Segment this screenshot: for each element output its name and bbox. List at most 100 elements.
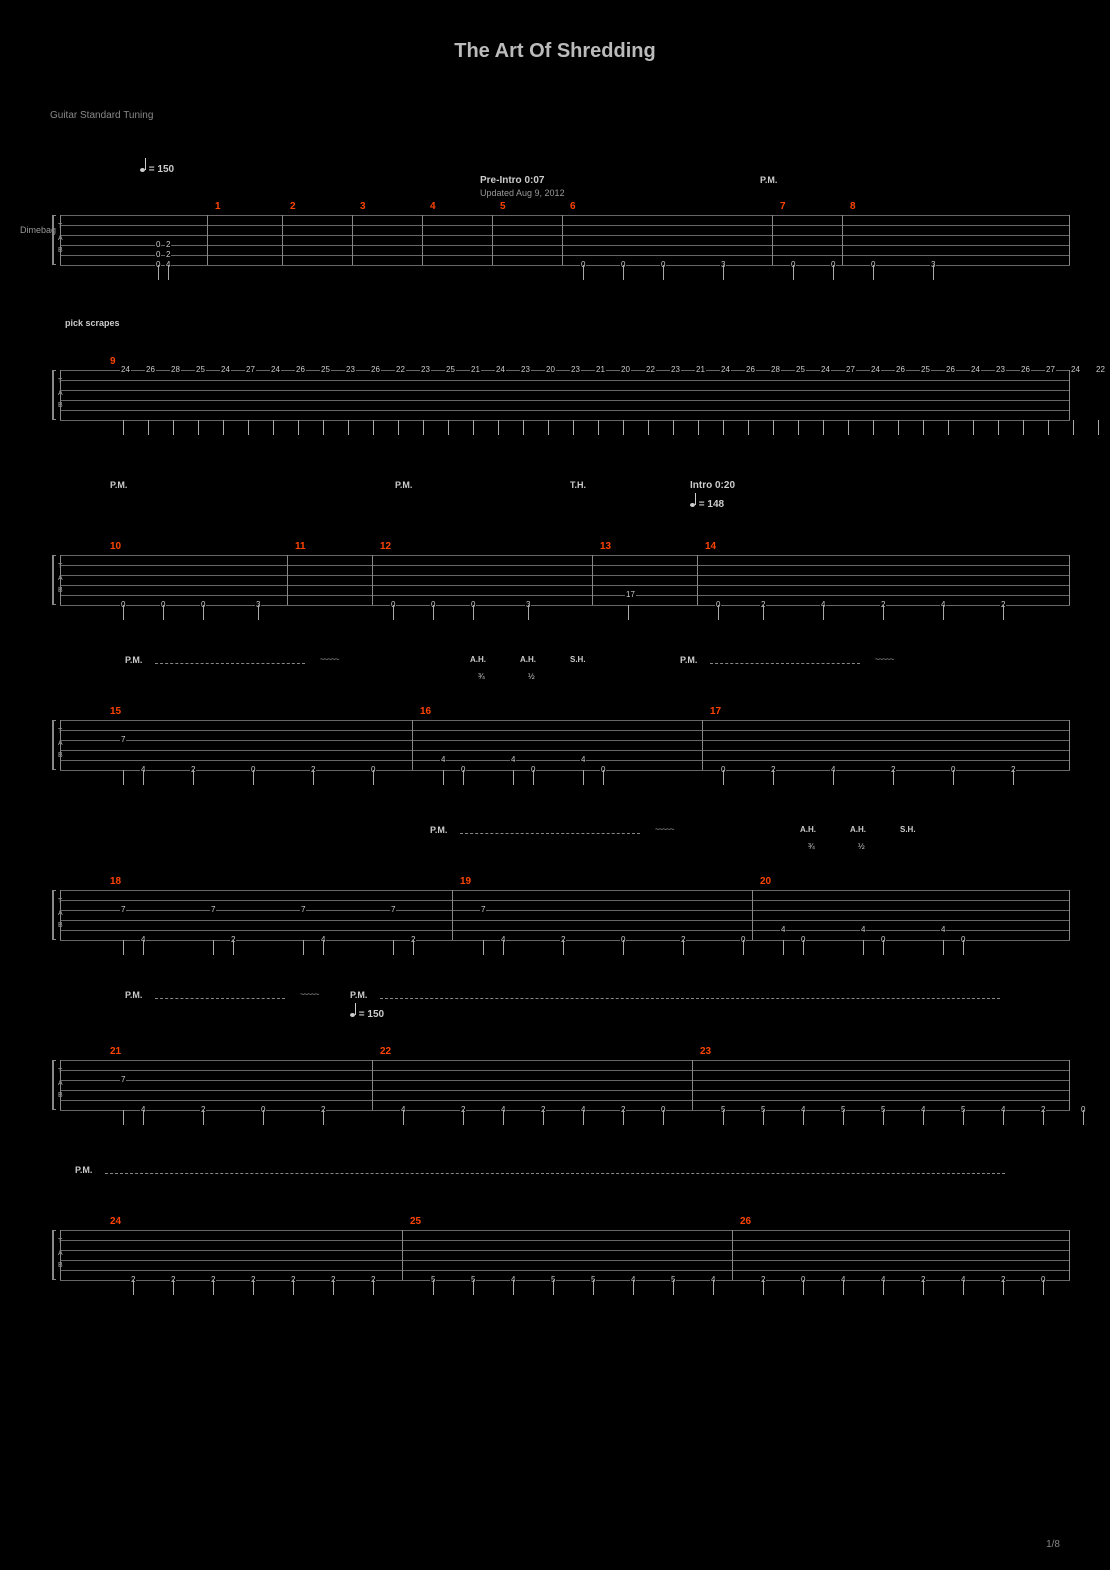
staff-line: [60, 400, 1070, 401]
tab-fret-number: 21: [595, 365, 606, 374]
barline: [1069, 370, 1070, 420]
tab-fret-number: 23: [670, 365, 681, 374]
tab-fret-number: 25: [920, 365, 931, 374]
staff-line: [60, 225, 1070, 226]
note-stem: [803, 940, 804, 955]
note-stem: [713, 1280, 714, 1295]
section-pre-intro: Pre-Intro 0:07: [480, 175, 544, 186]
barline: [1069, 555, 1070, 605]
note-stem: [443, 770, 444, 785]
staff-line: [60, 1080, 1070, 1081]
staff-line: [60, 1270, 1070, 1271]
staff-line: [60, 1240, 1070, 1241]
tab-fret-number: 27: [1045, 365, 1056, 374]
note-stem: [883, 1110, 884, 1125]
bar-number: 10: [110, 541, 121, 552]
note-stem: [943, 605, 944, 620]
staff-line: [60, 265, 1070, 266]
note-stem: [633, 1280, 634, 1295]
note-stem: [783, 940, 784, 955]
note-stem: [263, 1110, 264, 1125]
note-stem: [1003, 1280, 1004, 1295]
staff-line: [60, 1100, 1070, 1101]
staff-line: [60, 410, 1070, 411]
note-stem: [773, 420, 774, 435]
tab-fret-number: 22: [645, 365, 656, 374]
note-stem: [163, 605, 164, 620]
note-stem: [198, 420, 199, 435]
bar-number: 2: [290, 201, 296, 212]
note-stem: [513, 770, 514, 785]
note-stem: [843, 1110, 844, 1125]
note-stem: [1083, 1110, 1084, 1125]
barline: [492, 215, 493, 265]
note-stem: [273, 420, 274, 435]
note-stem: [803, 1280, 804, 1295]
tab-fret-number: 7: [210, 905, 216, 914]
note-stem: [323, 420, 324, 435]
note-stem: [483, 940, 484, 955]
tab-fret-number: 28: [770, 365, 781, 374]
tab-fret-number: 20: [620, 365, 631, 374]
barline: [592, 555, 593, 605]
barline: [697, 555, 698, 605]
pm-label-6: P.M.: [430, 825, 447, 835]
note-stem: [923, 1110, 924, 1125]
staff-line: [60, 740, 1070, 741]
note-stem: [763, 1110, 764, 1125]
bar-number: 23: [700, 1046, 711, 1057]
barline: [1069, 215, 1070, 265]
bar-number: 19: [460, 876, 471, 887]
barline: [702, 720, 703, 770]
staff-line: [60, 1070, 1070, 1071]
staff-line: [60, 215, 1070, 216]
tab-fret-number: 26: [895, 365, 906, 374]
barline: [752, 890, 753, 940]
note-stem: [143, 770, 144, 785]
note-stem: [953, 770, 954, 785]
note-stem: [963, 1110, 964, 1125]
staff-line: [60, 370, 1070, 371]
note-stem: [433, 1280, 434, 1295]
pick-scrapes-label: pick scrapes: [65, 318, 120, 328]
note-stem: [123, 420, 124, 435]
tab-fret-number: 24: [120, 365, 131, 374]
note-stem: [253, 1280, 254, 1295]
note-stem: [448, 420, 449, 435]
barline: [732, 1230, 733, 1280]
note-stem: [863, 940, 864, 955]
bar-number: 14: [705, 541, 716, 552]
tab-fret-number: 20: [545, 365, 556, 374]
tab-fret-number: 4: [860, 925, 866, 934]
note-stem: [833, 770, 834, 785]
tab-fret-number: 24: [720, 365, 731, 374]
tab-fret-number: 7: [480, 905, 486, 914]
note-stem: [1043, 1110, 1044, 1125]
note-stem: [648, 420, 649, 435]
staff-bracket: [52, 555, 56, 605]
note-stem: [393, 605, 394, 620]
barline: [372, 555, 373, 605]
barline: [772, 215, 773, 265]
note-stem: [718, 605, 719, 620]
page-number: 1/8: [1046, 1539, 1060, 1550]
tab-fret-number: 25: [445, 365, 456, 374]
tab-staff-2: TAB9242628252427242625232622232521242320…: [60, 370, 1070, 420]
note-stem: [923, 1280, 924, 1295]
staff-bracket: [52, 215, 56, 265]
tab-staff-3: TAB10111213141700030003024242: [60, 555, 1070, 605]
note-stem: [723, 1110, 724, 1125]
note-stem: [158, 265, 159, 280]
barline: [282, 215, 283, 265]
frac-3: ¾: [808, 842, 815, 851]
note-stem: [1098, 420, 1099, 435]
pm-label-9: P.M.: [75, 1165, 92, 1175]
tab-fret-number: 4: [510, 755, 516, 764]
note-stem: [393, 940, 394, 955]
tab-fret-number: 26: [145, 365, 156, 374]
note-stem: [963, 940, 964, 955]
frac-1: ¾: [478, 672, 485, 681]
tab-fret-number: 23: [520, 365, 531, 374]
note-stem: [313, 770, 314, 785]
barline: [562, 215, 563, 265]
